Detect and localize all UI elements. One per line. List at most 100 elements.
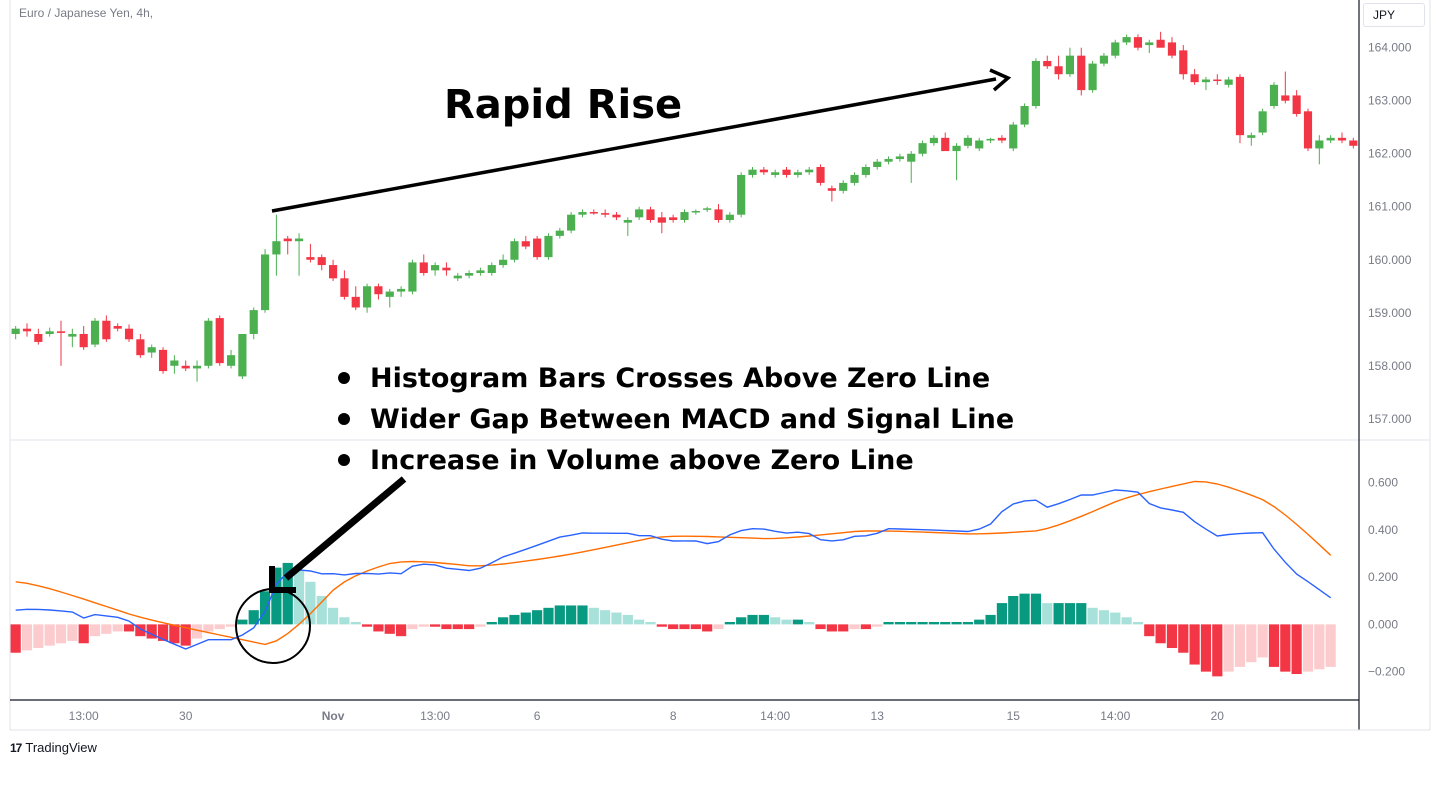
- candle: [340, 270, 349, 300]
- candle-body: [680, 212, 689, 220]
- candle-body: [1133, 37, 1143, 48]
- candle-body: [34, 333, 43, 342]
- candle-body: [589, 212, 598, 214]
- candle: [623, 217, 632, 236]
- histogram-bar: [384, 624, 395, 634]
- candle: [691, 209, 700, 215]
- candle: [170, 355, 179, 374]
- macd-tick-label: 0.000: [1368, 617, 1398, 631]
- candle: [521, 235, 530, 250]
- tradingview-logo[interactable]: 17 TradingView: [10, 740, 97, 755]
- candle-body: [181, 365, 190, 369]
- time-tick-label: 8: [670, 709, 677, 723]
- crossover-arrow-line: [283, 476, 407, 581]
- histogram-bar: [146, 624, 157, 639]
- candle-body: [1190, 74, 1199, 83]
- currency-selector[interactable]: JPY: [1363, 3, 1425, 27]
- candle-body: [986, 138, 995, 141]
- candle-body: [1009, 124, 1018, 149]
- candle-body: [1315, 140, 1324, 149]
- candle-body: [102, 320, 111, 340]
- time-tick-label: 15: [1007, 709, 1021, 723]
- time-tick-label: 14:00: [1100, 709, 1130, 723]
- candle: [113, 323, 122, 332]
- candle-body: [1213, 79, 1222, 82]
- histogram-bar: [316, 596, 327, 625]
- candle-body: [328, 265, 338, 279]
- histogram-bar: [271, 567, 282, 625]
- histogram-bar: [123, 624, 135, 632]
- histogram-bar: [1030, 593, 1042, 625]
- histogram-bar: [407, 624, 418, 630]
- candle-body: [748, 169, 757, 175]
- candle: [192, 360, 202, 382]
- histogram-bar: [996, 603, 1008, 625]
- candle: [861, 164, 870, 178]
- candle: [510, 238, 519, 263]
- time-tick-label: 14:00: [760, 709, 790, 723]
- candle-body: [997, 137, 1006, 141]
- candle-body: [703, 208, 712, 210]
- candle: [929, 135, 938, 146]
- candle: [22, 323, 32, 337]
- bullet-dot: [338, 453, 350, 466]
- candle: [294, 233, 304, 276]
- rapid-rise-arrow-line: [271, 77, 997, 213]
- candle: [748, 166, 757, 178]
- candle: [816, 164, 825, 186]
- candle-body: [975, 140, 984, 149]
- candle: [975, 137, 984, 152]
- histogram-bar: [781, 619, 792, 625]
- histogram-bar: [486, 622, 497, 625]
- histogram-bar: [804, 622, 815, 625]
- candlestick-series: [11, 31, 1358, 382]
- histogram-bar: [860, 624, 871, 630]
- candle-body: [68, 333, 77, 337]
- candle: [805, 166, 814, 175]
- candle-body: [351, 296, 360, 308]
- candle: [397, 286, 406, 297]
- histogram-bar: [237, 619, 248, 625]
- histogram-bar: [89, 624, 101, 637]
- histogram-bar: [1087, 607, 1098, 625]
- candle: [181, 360, 190, 372]
- candle-body: [567, 214, 576, 231]
- candle-body: [453, 275, 462, 279]
- candle-body: [408, 262, 417, 292]
- histogram-bar: [940, 622, 951, 625]
- candle: [1145, 39, 1154, 54]
- candle-body: [226, 355, 236, 366]
- histogram-bar: [1053, 603, 1064, 625]
- time-tick-label: 13:00: [420, 709, 450, 723]
- candle-body: [1292, 95, 1301, 114]
- candle-body: [907, 153, 916, 162]
- signal-line: [15, 480, 1332, 646]
- candle: [306, 243, 315, 263]
- symbol-title[interactable]: Euro / Japanese Yen, 4h,: [19, 6, 154, 20]
- histogram-bar: [1121, 617, 1132, 625]
- candle: [1099, 53, 1109, 67]
- annotation-title: Rapid Rise: [444, 82, 683, 128]
- candle-body: [1167, 42, 1177, 56]
- candle: [1009, 121, 1018, 152]
- histogram-bar: [21, 624, 33, 651]
- candle-body: [669, 217, 678, 220]
- histogram-bar: [1223, 624, 1234, 672]
- histogram-bar: [826, 624, 837, 632]
- candle: [136, 333, 145, 358]
- candle: [533, 235, 542, 260]
- candle-body: [294, 238, 304, 242]
- candle-body: [1031, 60, 1041, 107]
- price-tick-label: 163.000: [1368, 94, 1412, 108]
- candle: [669, 214, 678, 223]
- candle-body: [1111, 42, 1120, 56]
- tradingview-logo-text: TradingView: [25, 740, 97, 755]
- candle: [1031, 58, 1041, 109]
- candle: [714, 204, 723, 223]
- histogram-bar: [1076, 603, 1087, 625]
- histogram-bar: [1166, 624, 1178, 648]
- candle-body: [442, 267, 451, 271]
- price-tick-label: 161.000: [1368, 200, 1412, 214]
- histogram-bar: [679, 624, 690, 630]
